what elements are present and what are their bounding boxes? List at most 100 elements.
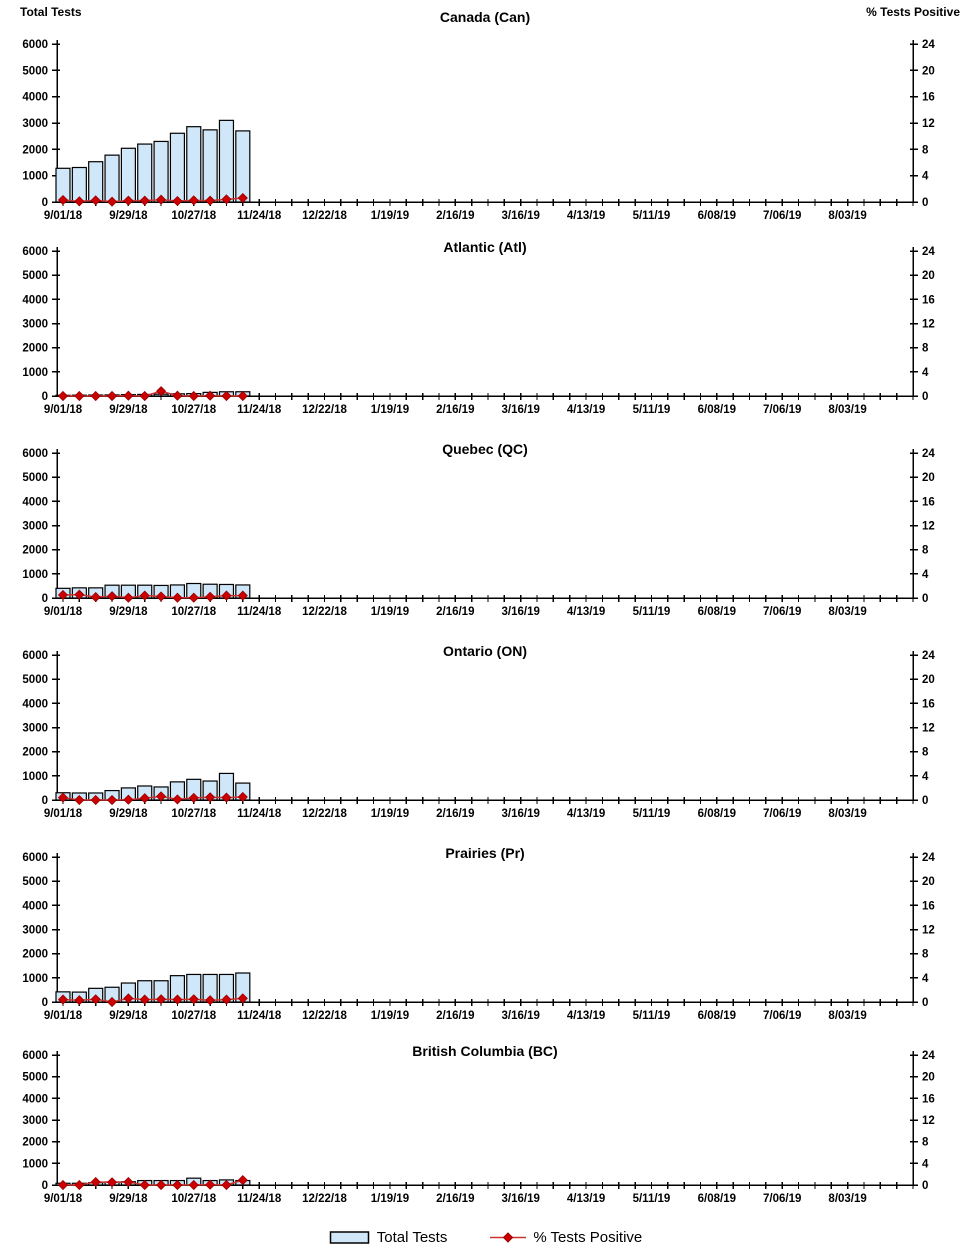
x-tick-label: 5/11/19 [633,808,671,820]
right-tick-label: 8 [922,949,929,961]
left-tick-label: 3000 [22,319,48,331]
pct-markers-atl [57,386,248,402]
x-tick-label: 1/19/19 [371,606,409,618]
x-tick-label: 3/16/19 [502,808,540,820]
pct-marker [57,792,69,803]
pct-markers-can [57,192,248,207]
x-tick-label: 9/29/18 [109,606,148,618]
x-tick-label: 9/29/18 [109,1010,148,1022]
left-tick-label: 1000 [22,367,48,379]
pct-marker [172,390,183,401]
x-tick-label: 8/03/19 [828,1193,866,1205]
left-tick-label: 3000 [22,118,48,130]
right-tick-label: 16 [922,698,935,710]
left-tick-label: 1000 [22,1158,48,1170]
pct-markers-bc [57,1175,248,1191]
right-tick-label: 0 [922,391,928,403]
left-tick-label: 6000 [22,852,48,864]
pct-marker [156,194,167,205]
x-tick-label: 7/06/19 [763,1193,801,1205]
right-tick-label: 20 [922,876,935,888]
pct-marker [221,390,232,402]
right-axis-ticks: 0 4 8 12 16 20 24 [910,448,935,605]
x-tick-label: 12/22/18 [302,808,347,820]
left-tick-label: 0 [42,1180,48,1192]
left-tick-label: 4000 [22,900,48,912]
chart-legend: Total Tests % Tests Positive [0,1215,971,1259]
x-tick-label: 1/19/19 [371,1193,409,1205]
left-tick-label: 2000 [22,545,48,557]
left-tick-label: 0 [42,391,48,403]
left-axis-title: Total Tests [20,5,82,19]
right-tick-label: 4 [922,367,929,379]
right-tick-label: 12 [922,925,935,937]
pct-marker [205,195,216,206]
x-tick-label: 12/22/18 [302,210,347,222]
right-tick-label: 20 [922,472,935,484]
x-tick-label: 9/01/18 [44,606,83,618]
left-tick-label: 1000 [22,771,48,783]
pct-marker [172,592,183,603]
pct-positive-marker-icon [490,1231,527,1243]
x-tick-label: 4/13/19 [567,210,605,222]
left-tick-label: 2000 [22,949,48,961]
axes-pr [56,853,914,1003]
bar [153,140,169,203]
pct-marker [188,390,199,402]
pct-marker [90,195,101,206]
bars-pr [55,972,251,1003]
pct-marker [106,794,118,806]
right-tick-label: 24 [922,1050,935,1062]
chart-can: Canada (Can) Total Tests % Tests Positive 0… [20,5,960,222]
pct-marker [90,994,101,1005]
x-tick-label: 6/08/19 [698,606,736,618]
left-axis-ticks: 0 1000 2000 3000 4000 5000 6000 [22,1050,60,1192]
right-tick-label: 8 [922,144,929,156]
x-tick-label: 2/16/19 [436,606,474,618]
pct-marker [123,794,134,805]
bar [137,143,153,203]
chart-block-pr: Prairies (Pr) 0 1000 2000 3000 4000 5000 6000 0 4… [0,836,971,1038]
left-tick-label: 1000 [22,973,48,985]
right-tick-label: 4 [922,1158,929,1170]
pct-marker [237,590,248,601]
axes-bc [56,1051,914,1186]
axes-on [56,651,914,801]
x-tick-label: 2/16/19 [436,404,474,416]
right-tick-label: 20 [922,1072,935,1084]
chart-block-on: Ontario (ON) 0 1000 2000 3000 4000 5000 6000 0 4 8… [0,634,971,836]
pct-marker [74,196,85,207]
left-tick-label: 3000 [22,1115,48,1127]
x-tick-label: 2/16/19 [436,1193,474,1205]
x-tick-label: 10/27/18 [171,1193,216,1205]
pct-marker [139,1179,150,1191]
pct-marker [57,589,69,601]
x-tick-label: 7/06/19 [763,1010,801,1022]
pct-marker [221,194,232,205]
left-tick-label: 5000 [22,270,48,282]
right-tick-label: 0 [922,197,928,209]
pct-marker [123,592,134,603]
x-tick-label: 8/03/19 [828,210,866,222]
x-tick-label: 9/01/18 [44,1193,83,1205]
right-tick-label: 0 [922,997,928,1009]
left-tick-label: 3000 [22,925,48,937]
left-tick-label: 4000 [22,698,48,710]
x-tick-label: 11/24/18 [237,606,282,618]
bars-can [55,119,251,203]
right-tick-label: 24 [922,650,935,662]
x-tick-label: 6/08/19 [698,1193,736,1205]
bar [235,130,251,203]
x-tick-label: 9/01/18 [44,404,83,416]
left-tick-label: 6000 [22,246,48,258]
x-tick-label: 1/19/19 [371,808,409,820]
pct-marker [237,390,248,402]
left-tick-label: 0 [42,997,48,1009]
chart-title-on: Ontario (ON) [443,643,527,659]
pct-marker [156,1179,167,1191]
pct-marker [188,592,199,603]
left-axis-ticks: 0 1000 2000 3000 4000 5000 6000 [22,39,60,209]
x-tick-label: 11/24/18 [237,1010,282,1022]
pct-marker [74,1179,85,1191]
pct-marker [156,591,167,602]
